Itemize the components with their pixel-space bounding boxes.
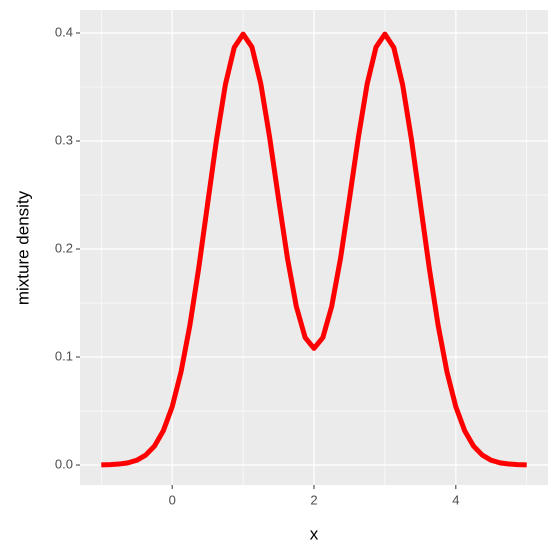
y-tick-label: 0.4 bbox=[55, 24, 73, 39]
x-tick-label: 0 bbox=[169, 492, 176, 507]
y-tick-label: 0.3 bbox=[55, 132, 73, 147]
y-axis-title: mixture density bbox=[13, 190, 32, 305]
y-tick-label: 0.0 bbox=[55, 456, 73, 471]
x-axis-title: x bbox=[310, 524, 319, 543]
x-tick-label: 4 bbox=[452, 492, 459, 507]
y-tick-label: 0.2 bbox=[55, 240, 73, 255]
density-line bbox=[101, 31, 527, 468]
y-tick-label: 0.1 bbox=[55, 348, 73, 363]
x-tick-label: 2 bbox=[310, 492, 317, 507]
